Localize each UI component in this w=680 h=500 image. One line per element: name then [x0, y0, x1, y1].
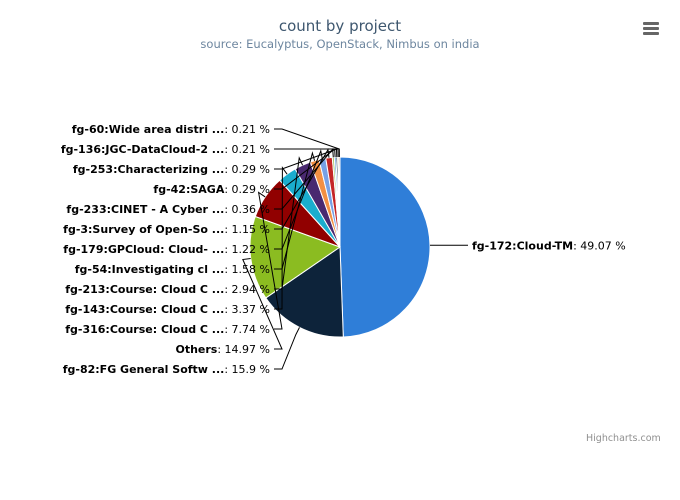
data-label-connector	[274, 128, 340, 158]
data-label-connector	[242, 258, 283, 350]
data-label: fg-60:Wide area distri ...: 0.21 %	[72, 123, 270, 136]
hamburger-menu-icon[interactable]	[638, 18, 664, 40]
pie-slice[interactable]	[338, 156, 341, 248]
data-label-connector	[274, 148, 334, 210]
data-label: fg-82:FG General Softw ...: 15.9 %	[63, 363, 270, 376]
data-label: fg-172:Cloud-TM: 49.07 %	[472, 239, 626, 252]
chart-title: count by project	[278, 17, 402, 35]
data-label: fg-316:Course: Cloud C ...: 7.74 %	[65, 323, 270, 336]
data-label: fg-42:SAGA: 0.29 %	[153, 183, 270, 196]
data-label-connector	[274, 156, 304, 290]
data-label: fg-233:CINET - A Cyber ...: 0.36 %	[66, 203, 270, 216]
data-label: fg-179:GPCloud: Cloud- ...: 1.22 %	[63, 243, 270, 256]
data-label-connector	[274, 148, 336, 190]
chart-subtitle: source: Eucalyptus, OpenStack, Nimbus on…	[200, 37, 480, 51]
data-label-connector	[274, 166, 288, 310]
credits-link[interactable]: Highcharts.com	[586, 433, 661, 444]
data-label: fg-3:Survey of Open-So ...: 1.15 %	[63, 223, 270, 236]
pie-slice[interactable]	[339, 156, 431, 338]
pie-slice[interactable]	[265, 246, 344, 338]
data-label-connector	[274, 148, 338, 170]
data-label: Others: 14.97 %	[175, 343, 270, 356]
data-label-connector	[274, 327, 300, 370]
data-label: fg-136:JGC-DataCloud-2 ...: 0.21 %	[61, 143, 270, 156]
data-label: fg-54:Investigating cl ...: 1.58 %	[75, 263, 270, 276]
pie-slice[interactable]	[249, 215, 342, 299]
data-label: fg-253:Characterizing ...: 0.29 %	[73, 163, 270, 176]
data-label: fg-213:Course: Cloud C ...: 2.94 %	[65, 283, 270, 296]
data-label-connector	[274, 148, 339, 158]
data-label: fg-143:Course: Cloud C ...: 3.37 %	[65, 303, 270, 316]
data-label-connector	[257, 191, 283, 330]
